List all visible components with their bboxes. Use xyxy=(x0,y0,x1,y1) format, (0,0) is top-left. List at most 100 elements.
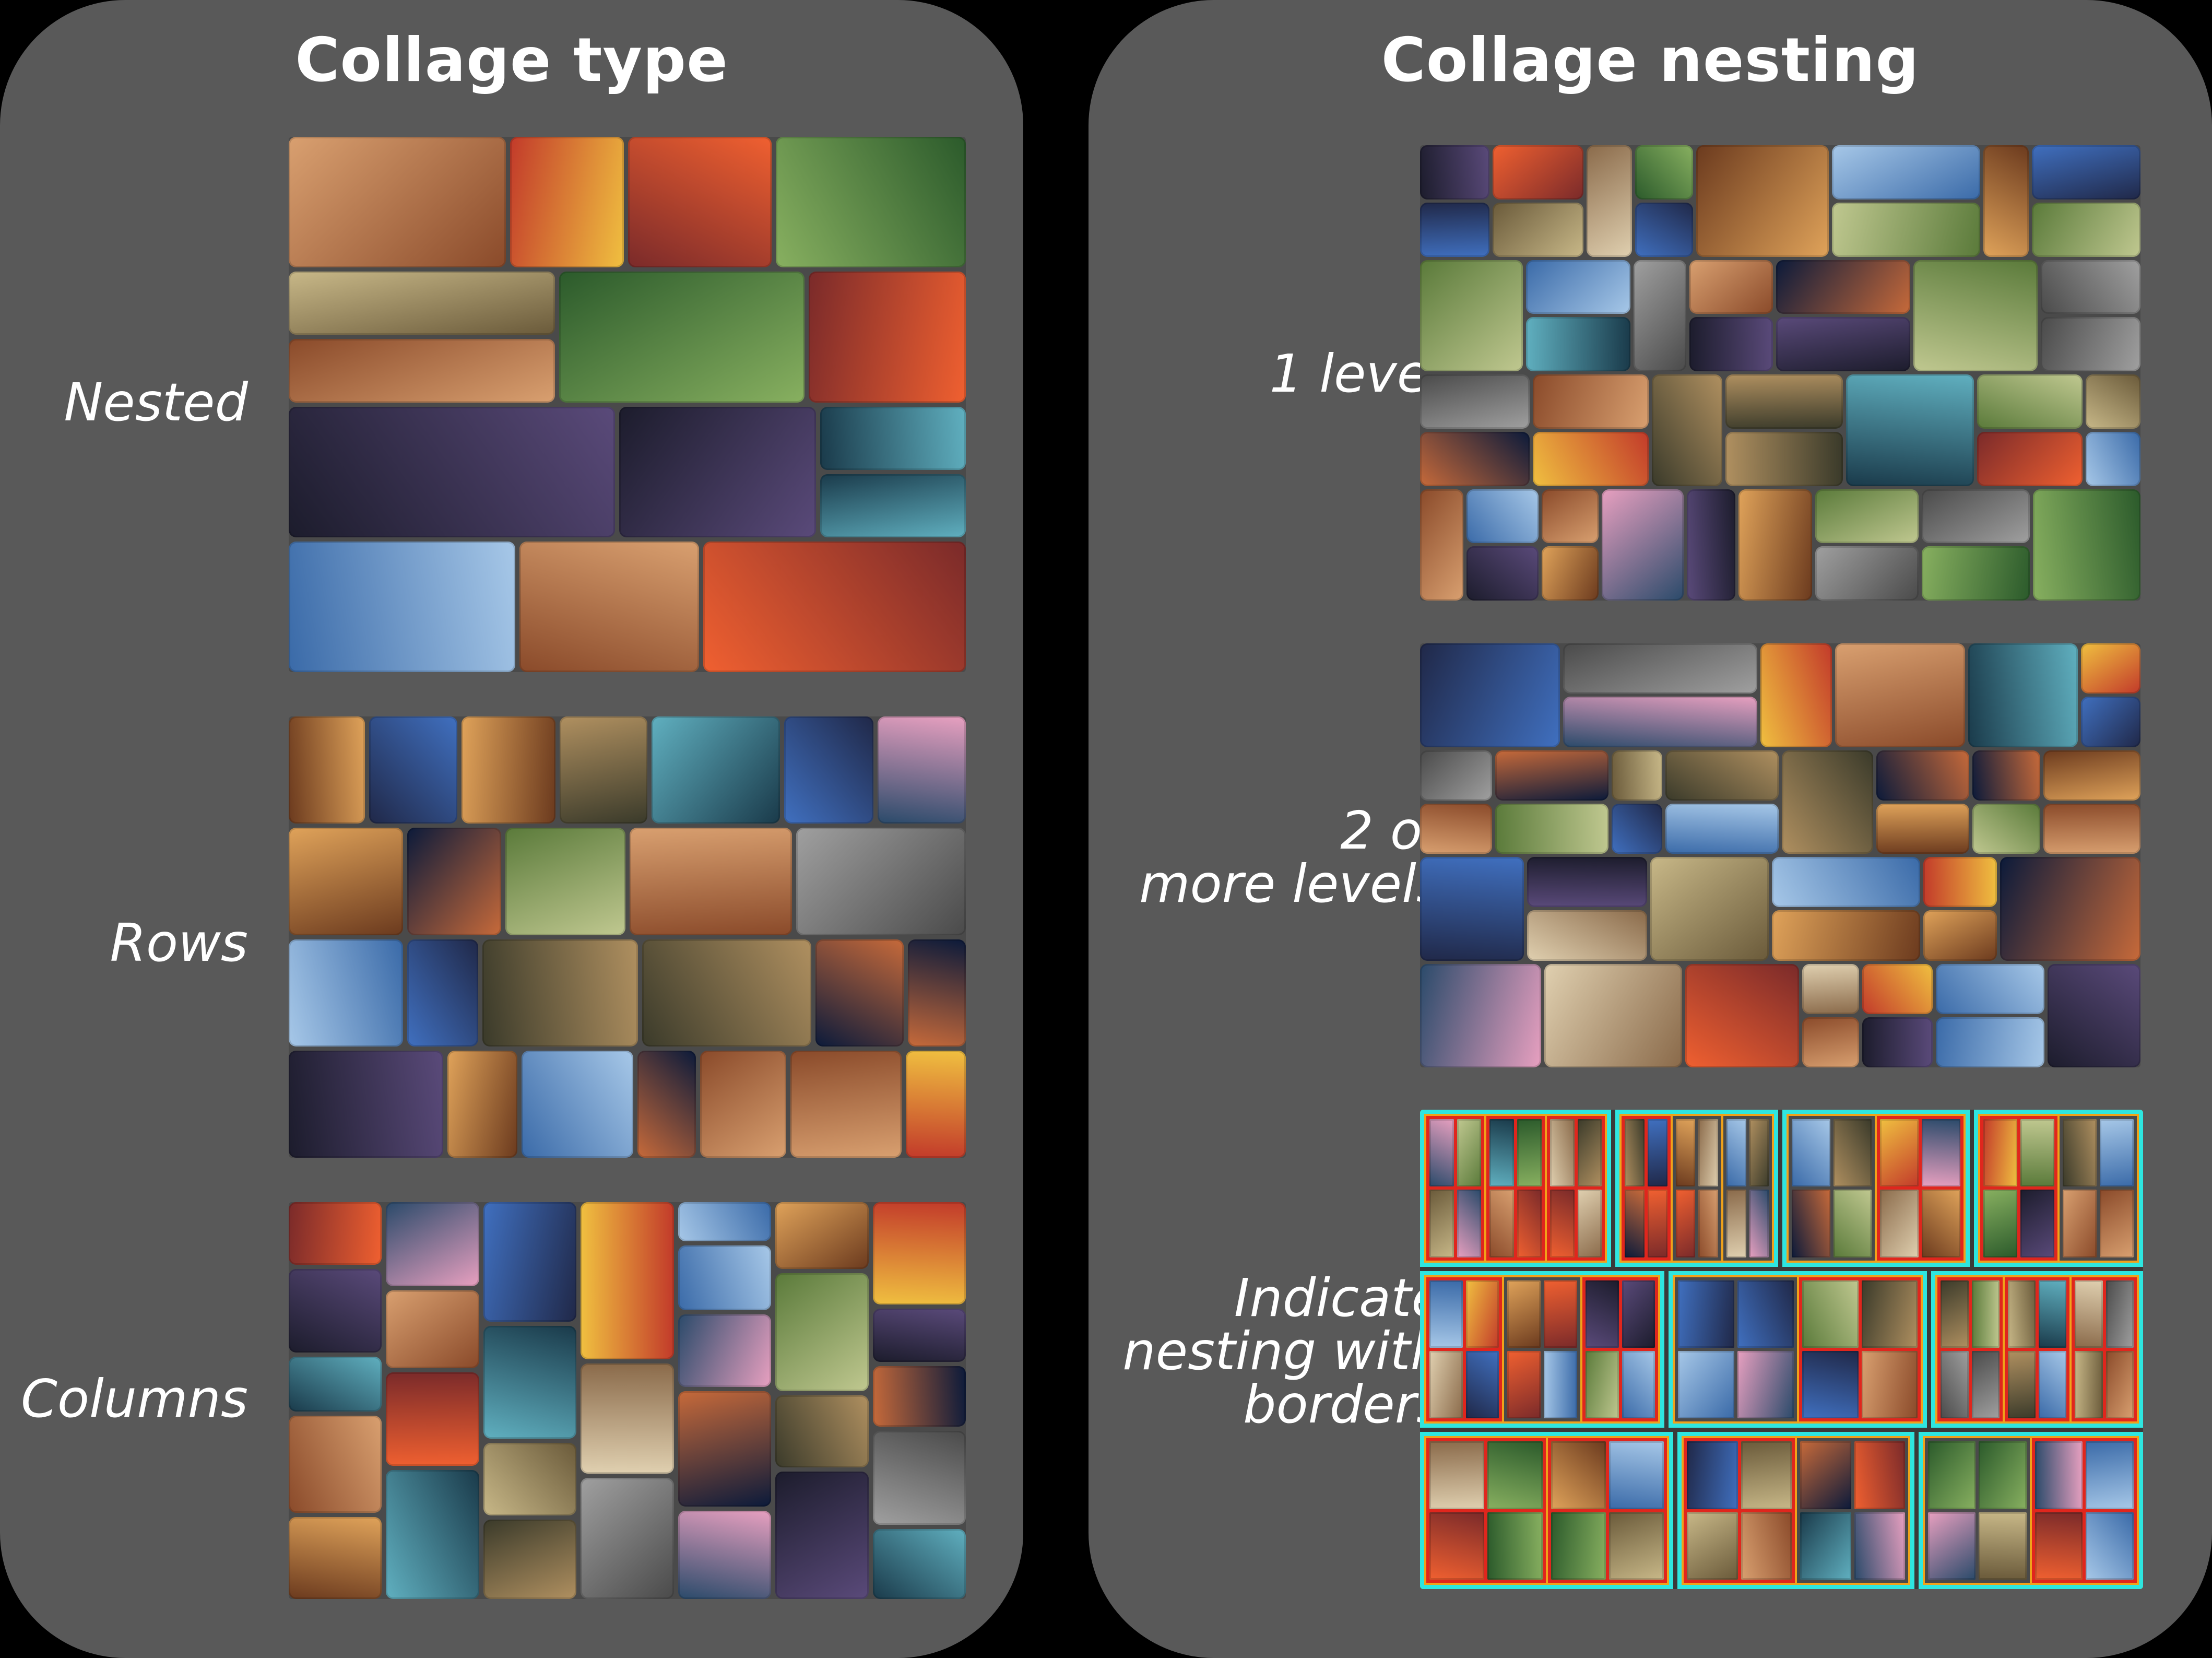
nesting-group-inner xyxy=(2072,1277,2137,1422)
photo-tile xyxy=(1635,145,1693,199)
photo-tile xyxy=(1675,1190,1696,1257)
photo-tile xyxy=(1741,1512,1792,1580)
nesting-group-inner xyxy=(2059,1116,2137,1261)
photo-tile xyxy=(289,272,555,335)
photo-tile xyxy=(2081,643,2140,694)
photo-tile xyxy=(1983,145,2029,257)
photo-tile xyxy=(1800,1441,1851,1509)
photo-tile xyxy=(1726,1119,1746,1187)
photo-tile xyxy=(1489,1119,1515,1187)
photo-tile xyxy=(1738,489,1813,601)
photo-tile xyxy=(483,1326,577,1439)
photo-tile xyxy=(1876,803,1969,854)
photo-tile xyxy=(1586,145,1633,257)
photo-tile xyxy=(1651,374,1722,486)
photo-tile xyxy=(796,828,966,935)
columns-collage xyxy=(289,1202,966,1599)
photo-tile xyxy=(1846,374,1974,486)
nesting-group-inner xyxy=(1546,1116,1605,1261)
photo-tile xyxy=(1527,910,1647,961)
photo-tile xyxy=(1678,1350,1735,1419)
nesting-group-inner xyxy=(1799,1277,1921,1422)
photo-tile xyxy=(1544,963,1682,1067)
photo-tile xyxy=(1487,1512,1543,1580)
photo-tile xyxy=(1862,963,1933,1014)
photo-tile xyxy=(1635,202,1693,257)
photo-tile xyxy=(289,828,404,935)
photo-tile xyxy=(1983,1190,2017,1257)
photo-tile xyxy=(1611,750,1662,801)
nesting-group-outer xyxy=(1420,1432,1674,1589)
photo-tile xyxy=(1802,963,1859,1014)
photo-tile xyxy=(678,1510,772,1599)
photo-tile xyxy=(483,1202,577,1322)
photo-tile xyxy=(1725,431,1843,486)
photo-tile xyxy=(1544,1280,1577,1348)
photo-tile xyxy=(2099,1119,2134,1187)
photo-tile xyxy=(2075,1350,2103,1419)
photo-tile xyxy=(872,1309,966,1362)
nested-collage xyxy=(289,137,966,672)
photo-tile xyxy=(2047,963,2140,1067)
photo-tile xyxy=(775,1472,869,1599)
photo-tile xyxy=(1800,1512,1851,1580)
photo-tile xyxy=(519,541,700,672)
one-level-label: 1 level xyxy=(1269,343,1444,404)
nesting-group-outer xyxy=(1420,1110,1612,1267)
rows-label: Rows xyxy=(110,912,248,973)
photo-tile xyxy=(1420,857,1524,961)
photo-tile xyxy=(820,474,966,537)
collage-nesting-panel: Collage nesting 1 level 2 or more levels… xyxy=(1089,0,2212,1658)
photo-tile xyxy=(1429,1190,1454,1257)
photo-tile xyxy=(1665,803,1779,854)
photo-tile xyxy=(700,1050,786,1158)
photo-tile xyxy=(289,1517,382,1599)
photo-tile xyxy=(1927,1441,1976,1509)
photo-tile xyxy=(1749,1190,1769,1257)
nesting-group-inner xyxy=(1789,1116,1875,1261)
photo-tile xyxy=(1936,963,2044,1014)
photo-tile xyxy=(289,1202,382,1265)
photo-tile xyxy=(809,272,966,403)
photo-tile xyxy=(289,1357,382,1412)
nesting-group-inner xyxy=(1924,1438,2030,1583)
photo-tile xyxy=(1533,431,1649,486)
photo-tile xyxy=(1689,317,1773,371)
photo-tile xyxy=(289,339,555,403)
photo-tile xyxy=(2075,1280,2103,1348)
photo-tile xyxy=(1792,1190,1830,1257)
nesting-group-inner xyxy=(1675,1277,1797,1422)
photo-tile xyxy=(1802,1280,1859,1348)
photo-tile xyxy=(1420,202,1490,257)
photo-tile xyxy=(678,1202,772,1241)
photo-tile xyxy=(1979,1441,2027,1509)
photo-tile xyxy=(2086,431,2140,486)
photo-tile xyxy=(2086,1441,2134,1509)
nesting-group-inner xyxy=(1426,1438,1546,1583)
photo-tile xyxy=(289,541,515,672)
photo-tile xyxy=(776,137,966,268)
nesting-group-inner xyxy=(1684,1438,1795,1583)
photo-tile xyxy=(1551,1512,1606,1580)
collage-type-title: Collage type xyxy=(295,25,728,96)
photo-tile xyxy=(1698,1119,1718,1187)
photo-tile xyxy=(2086,1512,2134,1580)
photo-tile xyxy=(815,939,904,1046)
photo-tile xyxy=(1465,1350,1499,1419)
photo-tile xyxy=(1527,857,1647,908)
photo-tile xyxy=(289,716,365,824)
photo-tile xyxy=(678,1391,772,1507)
photo-tile xyxy=(2007,1280,2036,1348)
photo-tile xyxy=(1544,1350,1577,1419)
photo-tile xyxy=(678,1314,772,1387)
photo-tile xyxy=(559,272,805,403)
photo-tile xyxy=(637,1050,696,1158)
photo-tile xyxy=(1611,803,1662,854)
photo-tile xyxy=(1771,857,1920,908)
photo-tile xyxy=(2031,202,2140,257)
photo-tile xyxy=(1457,1119,1482,1187)
photo-tile xyxy=(2039,1280,2067,1348)
photo-tile xyxy=(628,137,772,268)
photo-tile xyxy=(1625,1119,1645,1187)
photo-tile xyxy=(1622,1280,1655,1348)
